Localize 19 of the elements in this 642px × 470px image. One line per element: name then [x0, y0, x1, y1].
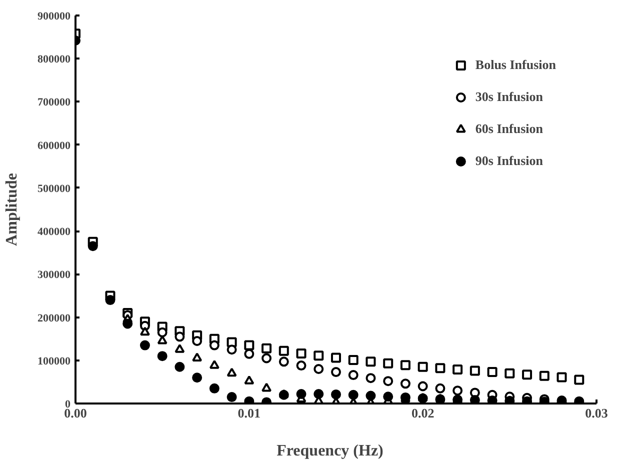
- y-tick-label: 100000: [38, 355, 71, 368]
- y-axis-title: Amplitude: [4, 173, 20, 246]
- x-tick-label: 0.01: [238, 406, 261, 420]
- x-tick-label: 0.03: [585, 406, 608, 420]
- y-tick-label: 600000: [38, 140, 71, 152]
- y-tick-label: 200000: [38, 312, 71, 324]
- legend-label: 90s Infusion: [475, 153, 543, 169]
- y-tick-label: 700000: [38, 96, 71, 109]
- legend-label: Bolus Infusion: [475, 57, 556, 73]
- y-tick-label: 500000: [38, 182, 71, 195]
- x-axis-title: Frequency (Hz): [276, 442, 384, 460]
- y-tick-label: 300000: [38, 269, 71, 282]
- x-tick-label: 0.02: [411, 406, 434, 420]
- y-tick-label: 900000: [38, 10, 71, 22]
- y-tick-label: 0: [65, 398, 71, 410]
- y-tick-label: 400000: [38, 226, 71, 238]
- legend-label: 60s Infusion: [475, 121, 543, 137]
- legend-label: 30s Infusion: [475, 89, 543, 105]
- y-tick-label: 800000: [38, 54, 71, 66]
